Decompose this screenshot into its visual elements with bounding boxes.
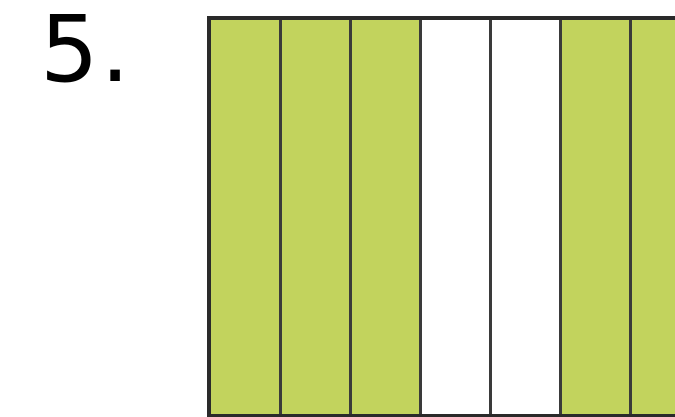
shaded-strip: [349, 20, 419, 414]
shaded-strip: [629, 20, 675, 414]
shaded-strip: [211, 20, 279, 414]
unshaded-strip: [489, 20, 559, 414]
shaded-strip: [279, 20, 349, 414]
problem-number: 5.: [40, 0, 132, 103]
shaded-strip: [559, 20, 629, 414]
fraction-strip-model: [207, 16, 675, 417]
unshaded-strip: [419, 20, 489, 414]
